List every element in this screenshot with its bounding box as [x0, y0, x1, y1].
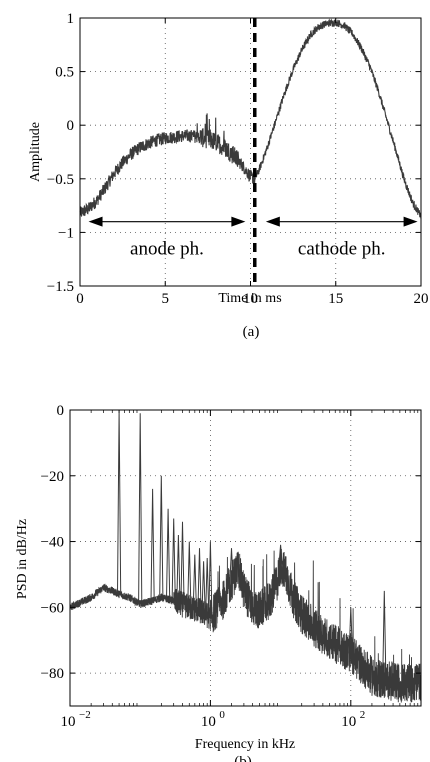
- chart-b-peak: [180, 521, 185, 605]
- chart-b-peak: [382, 590, 387, 680]
- chart-b-peak: [117, 409, 122, 595]
- chart-b-peak: [201, 561, 206, 614]
- chart-b-axes-box: [69, 409, 422, 707]
- chart-a-marks: anode ph. cathode ph.: [79, 18, 422, 286]
- chart-a-xtick-label: 0: [76, 291, 84, 307]
- chart-a-xtick-label: 5: [162, 291, 170, 307]
- chart-a-ytick-label: 1: [67, 11, 75, 27]
- chart-b-peak: [197, 548, 202, 611]
- chart-b-peak: [166, 508, 171, 600]
- chart-b-marks: [69, 409, 422, 703]
- chart-a-arrowhead-left: [265, 216, 280, 227]
- chart-a-xtick-label: 15: [328, 291, 343, 307]
- chart-a-xlabel: Time in ms: [218, 291, 281, 306]
- chart-a-arrowhead-left: [88, 216, 103, 227]
- chart-b-peak: [176, 534, 181, 603]
- chart-b-peak: [171, 518, 176, 601]
- chart-b-peak: [348, 607, 353, 654]
- chart-b-ytick-label: −20: [41, 469, 64, 485]
- chart-b-peak: [150, 488, 155, 601]
- chart-b-peak: [192, 554, 197, 610]
- chart-b-peak: [159, 475, 164, 598]
- chart-a-ytick-label: −1: [58, 225, 74, 241]
- chart-a-xtick-label: 10: [243, 291, 258, 307]
- chart-b-peak: [205, 557, 210, 616]
- chart-b-grid: [70, 410, 421, 706]
- chart-a-caption: (a): [243, 324, 260, 340]
- chart-a: anode ph. cathode ph. 0 5 10 15 20−1.5−1−0.50…: [28, 11, 429, 340]
- chart-b-peak: [138, 413, 143, 605]
- chart-b-caption: (b): [234, 754, 252, 762]
- chart-b-ticks: 10 −2 10 0 10 2−80−60−40−200: [41, 403, 421, 730]
- chart-b-peak: [187, 541, 192, 608]
- chart-b-xtick-exponent: −2: [79, 709, 91, 721]
- chart-b-xtick-label: 10: [61, 714, 76, 730]
- chart-b-ytick-label: −60: [41, 600, 64, 616]
- chart-b-peak: [278, 544, 283, 565]
- chart-b-series-trace: [69, 547, 422, 703]
- chart-a-annotation-label: anode ph.: [130, 238, 204, 259]
- chart-b-ytick-label: −40: [41, 535, 64, 551]
- chart-b-ylabel: PSD in dB/Hz: [15, 519, 30, 599]
- chart-b-ytick-label: −80: [41, 666, 64, 682]
- chart-b-xtick-label: 10: [201, 714, 216, 730]
- chart-a-ticks: 0 5 10 15 20 −1.5 −1 −0.5 0 0.5 1: [47, 11, 429, 307]
- chart-a-arrowhead-right: [231, 216, 246, 227]
- chart-a-ytick-label: 0.5: [55, 65, 74, 81]
- chart-a-annotation-label: cathode ph.: [298, 238, 386, 259]
- chart-b-xtick-label: 10: [341, 714, 356, 730]
- chart-a-series-trace: [79, 18, 422, 219]
- chart-b-peak: [208, 541, 213, 618]
- chart-b-xlabel: Frequency in kHz: [195, 737, 295, 752]
- chart-a-ytick-label: −1.5: [47, 279, 74, 295]
- chart-a-arrowhead-right: [403, 216, 418, 227]
- chart-a-ylabel: Amplitude: [28, 122, 43, 182]
- chart-b-xtick-exponent: 0: [219, 709, 225, 721]
- chart-a-xtick-label: 20: [414, 291, 429, 307]
- chart-b: 10 −2 10 0 10 2−80−60−40−200 Frequency in kHz…: [15, 403, 422, 762]
- chart-b-xtick-exponent: 2: [360, 709, 366, 721]
- chart-a-ytick-label: −0.5: [47, 172, 74, 188]
- chart-b-ytick-label: 0: [57, 403, 65, 419]
- chart-a-ytick-label: 0: [67, 118, 75, 134]
- chart-b-peak: [229, 548, 234, 582]
